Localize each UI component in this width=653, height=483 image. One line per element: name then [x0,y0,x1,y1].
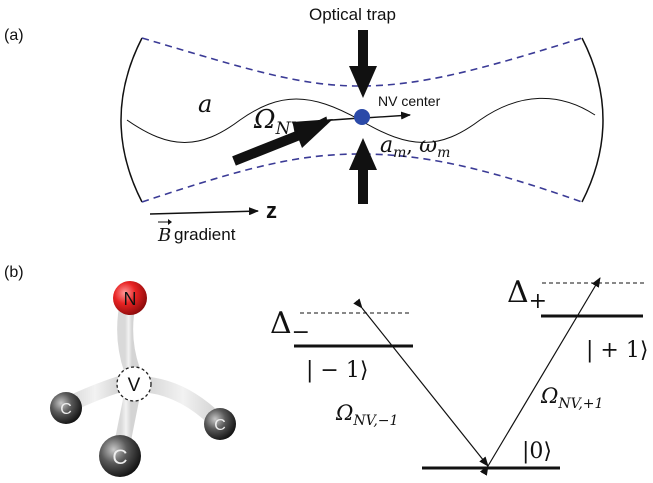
ket-0-label: |0⟩ [522,439,552,464]
ket-m1-label: | − 1⟩ [306,358,368,383]
nitrogen-atom-label: N [124,289,137,309]
trap-arrow-top [349,30,377,98]
oscillation-arrow-right [363,111,411,120]
carbon-atom-bottom-label: C [112,446,127,469]
carbon-atom-bottom [99,435,141,477]
ket-p1-label: | + 1⟩ [586,338,648,363]
b-gradient-label: B gradient [157,219,236,246]
nv-center-label: NV center [378,93,441,109]
vacancy-site [116,366,152,402]
carbon-atom-right [204,408,236,440]
gradient-text: gradient [174,225,236,244]
z-axis-label: z [266,198,277,223]
delta-plus-label: Δ+ [507,275,547,314]
carbon-atom-left-label: C [60,401,72,418]
omega-p1-label: ΩNV,+1 [540,384,603,412]
delta-minus-label: Δ− [270,306,310,345]
vacancy-site-label: V [128,375,141,396]
oscillation-arrow-left [317,116,361,125]
transition-arrow-p1 [479,277,601,476]
carbon-atom-right-label: C [214,417,226,434]
omega-m1-label: ΩNV,−1 [335,401,398,429]
omega-nv-arrow [232,119,333,166]
cavity-mode-label: a [198,90,212,118]
z-axis-arrow [149,207,259,216]
beam-envelope-bottom [141,153,583,203]
nitrogen-atom [113,281,147,315]
left-mirror [120,37,143,203]
b-vector-symbol: B [157,225,171,246]
beam-envelope-top [141,37,583,87]
omega-nv-label: ΩNV [253,105,304,139]
panel-b-label: (b) [4,264,24,281]
trap-arrow-bottom [349,138,377,204]
panel-a-label: (a) [4,27,24,44]
carbon-atom-left [50,392,82,424]
nv-center-dot [354,109,370,125]
right-mirror [581,37,604,203]
optical-trap-label: Optical trap [309,5,396,24]
transition-arrow-m1 [353,298,489,467]
mechanical-mode-label: am, ωm [380,133,450,161]
